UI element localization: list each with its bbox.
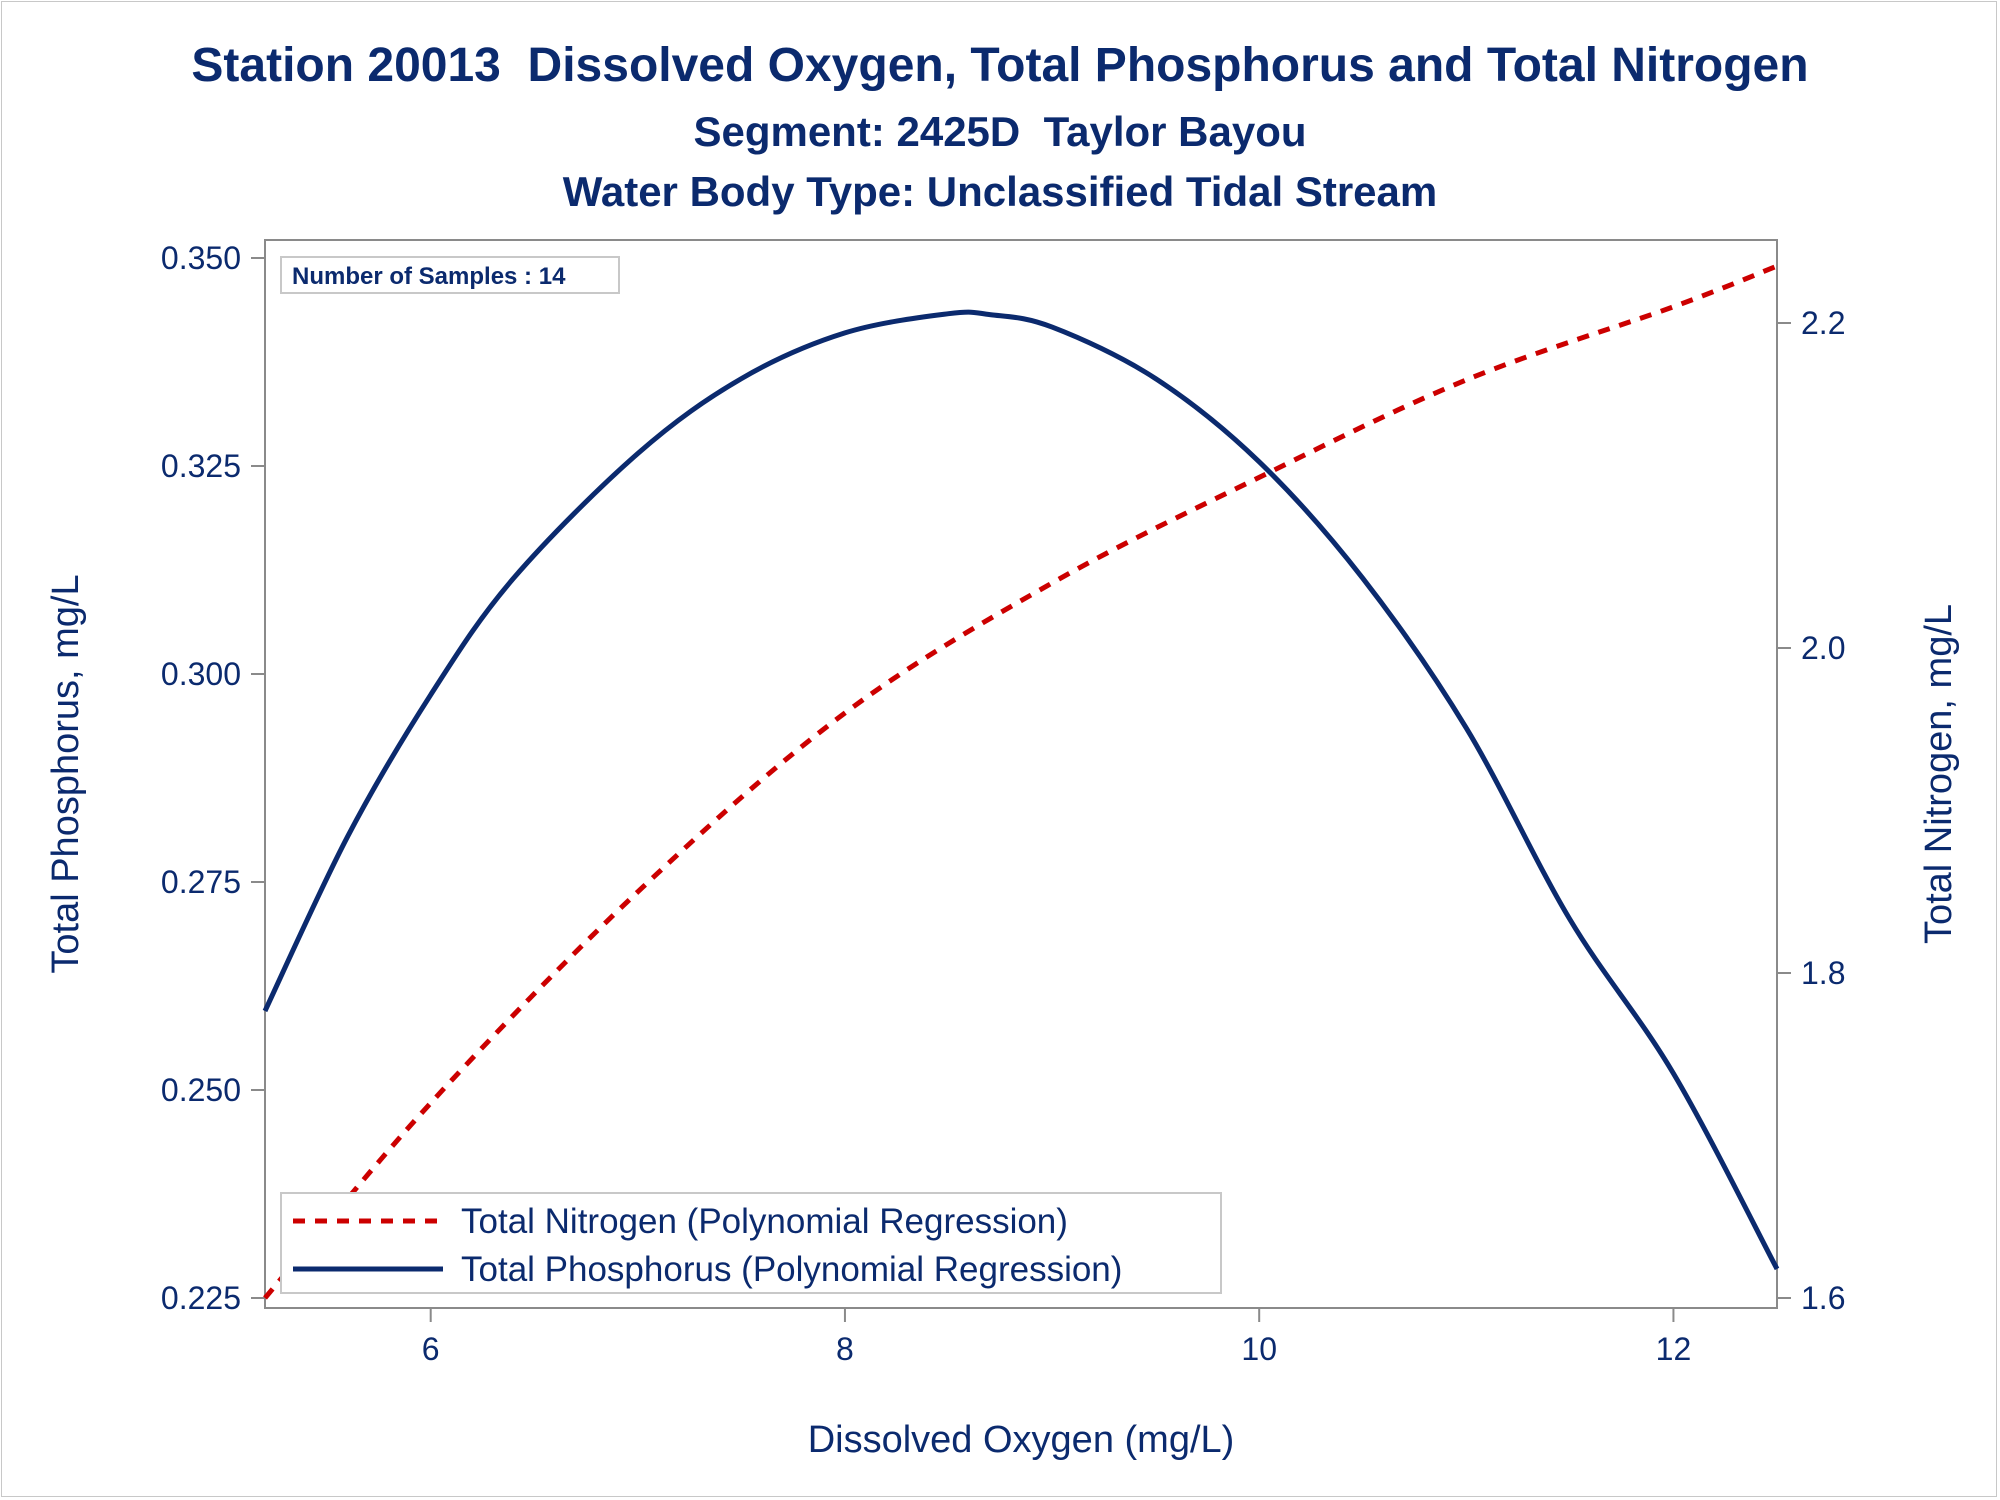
y-tick-label: 0.225 [161, 1280, 241, 1316]
x-tick-label: 10 [1241, 1331, 1277, 1367]
legend: Total Nitrogen (Polynomial Regression) To… [280, 1192, 1222, 1294]
plot-area [264, 239, 1778, 1309]
chart-subtitle-segment: Segment: 2425D Taylor Bayou [693, 108, 1307, 155]
sample-count-box: Number of Samples : 14 [280, 256, 620, 294]
legend-label: Total Phosphorus (Polynomial Regression) [461, 1250, 1122, 1289]
series-line-total-phosphorus [262, 309, 1780, 1271]
y-axis-left: 0.225 0.250 0.275 0.300 0.325 0.350 [161, 240, 265, 1316]
x-axis-label: Dissolved Oxygen (mg/L) [808, 1419, 1235, 1461]
x-axis: 6 8 10 12 [422, 1308, 1691, 1367]
x-tick-label: 6 [422, 1331, 440, 1367]
chart-subtitle-water-body: Water Body Type: Unclassified Tidal Stre… [562, 168, 1438, 215]
y2-tick-label: 1.8 [1801, 955, 1845, 991]
y-tick-label: 0.350 [161, 240, 241, 276]
y-axis-label-right: Total Nitrogen, mg/L [1918, 604, 1960, 944]
y-tick-label: 0.275 [161, 864, 241, 900]
x-tick-label: 8 [836, 1331, 854, 1367]
series-line-total-nitrogen [263, 263, 1778, 1300]
y-tick-label: 0.325 [161, 448, 241, 484]
y-axis-label-left: Total Phosphorus, mg/L [45, 574, 87, 973]
legend-label: Total Nitrogen (Polynomial Regression) [461, 1202, 1068, 1241]
series-layer [262, 263, 1780, 1300]
y2-tick-label: 1.6 [1801, 1280, 1845, 1316]
y-tick-label: 0.300 [161, 656, 241, 692]
chart-title: Station 20013 Dissolved Oxygen, Total Ph… [191, 39, 1809, 92]
y-tick-label: 0.250 [161, 1072, 241, 1108]
y2-tick-label: 2.2 [1801, 305, 1845, 341]
x-tick-label: 12 [1656, 1331, 1692, 1367]
sample-count-label: Number of Samples : 14 [292, 263, 566, 290]
y2-tick-label: 2.0 [1801, 630, 1845, 666]
y-axis-right: 1.6 1.8 2.0 2.2 [1777, 305, 1845, 1316]
